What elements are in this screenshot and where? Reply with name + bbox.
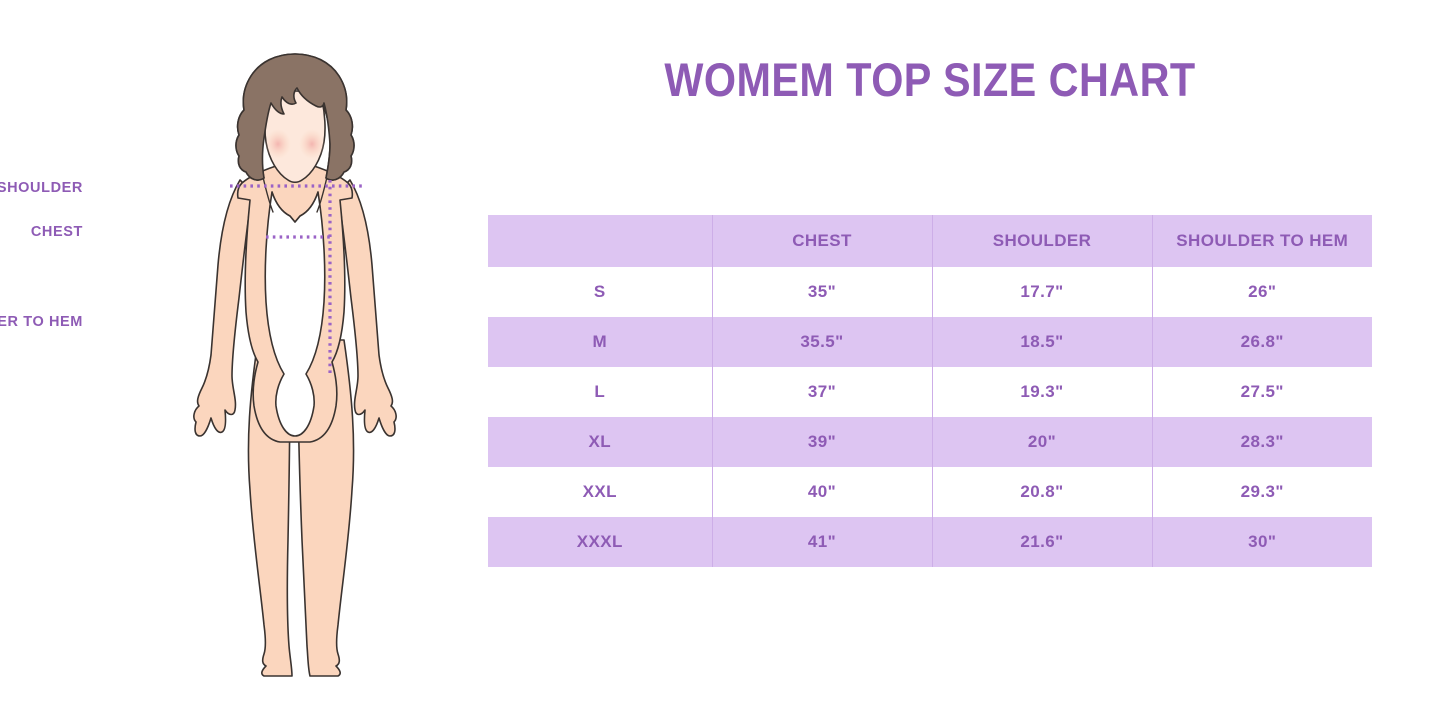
cell-shoulder-to-hem: 26.8" xyxy=(1151,317,1372,367)
cell-shoulder: 20.8" xyxy=(931,467,1152,517)
table-row: M 35.5" 18.5" 26.8" xyxy=(488,317,1372,367)
size-chart-table: CHEST SHOULDER SHOULDER TO HEM S 35" 17.… xyxy=(488,215,1372,567)
table-body: S 35" 17.7" 26" M 35.5" 18.5" 26.8" L 37… xyxy=(488,267,1372,567)
cell-shoulder-to-hem: 30" xyxy=(1151,517,1372,567)
cell-size: L xyxy=(594,382,606,401)
cell-chest: 41" xyxy=(711,517,932,567)
column-header-chest: CHEST xyxy=(711,215,932,267)
cell-size: XL xyxy=(588,432,612,451)
table-row: L 37" 19.3" 27.5" xyxy=(488,367,1372,417)
left-blush xyxy=(265,129,291,159)
hair-fringe xyxy=(235,53,355,181)
table-row: XXL 40" 20.8" 29.3" xyxy=(488,467,1372,517)
cell-size: XXL xyxy=(582,482,617,501)
right-strap xyxy=(316,176,328,213)
cell-shoulder-to-hem: 26" xyxy=(1151,267,1372,317)
cell-shoulder: 19.3" xyxy=(931,367,1152,417)
female-body-illustration xyxy=(180,40,410,690)
left-arm xyxy=(193,179,253,437)
cell-shoulder-to-hem: 28.3" xyxy=(1151,417,1372,467)
table-header-row: CHEST SHOULDER SHOULDER TO HEM xyxy=(488,215,1372,267)
column-header-size xyxy=(488,215,712,267)
right-blush xyxy=(299,129,325,159)
cell-chest: 37" xyxy=(711,367,932,417)
column-header-shoulder-to-hem: SHOULDER TO HEM xyxy=(1151,215,1372,267)
cell-shoulder: 20" xyxy=(931,417,1152,467)
cell-size: M xyxy=(592,332,608,351)
cell-shoulder: 18.5" xyxy=(931,317,1152,367)
label-chest: CHEST xyxy=(30,224,83,240)
cell-shoulder: 17.7" xyxy=(931,267,1152,317)
column-header-shoulder: SHOULDER xyxy=(931,215,1152,267)
cell-chest: 35" xyxy=(711,267,932,317)
left-strap xyxy=(262,176,274,213)
table-row: S 35" 17.7" 26" xyxy=(488,267,1372,317)
cell-size: S xyxy=(593,282,606,301)
cell-chest: 35.5" xyxy=(711,317,932,367)
table-row: XL 39" 20" 28.3" xyxy=(488,417,1372,467)
table-header: CHEST SHOULDER SHOULDER TO HEM xyxy=(488,215,1372,267)
page-title: WOMEM TOP SIZE CHART xyxy=(664,53,1196,106)
cell-shoulder: 21.6" xyxy=(931,517,1152,567)
cell-shoulder-to-hem: 27.5" xyxy=(1151,367,1372,417)
cell-size: XXXL xyxy=(576,532,623,551)
table-row: XXXL 41" 21.6" 30" xyxy=(488,517,1372,567)
cell-shoulder-to-hem: 29.3" xyxy=(1151,467,1372,517)
label-shoulder: SHOULDER xyxy=(0,180,83,196)
cell-chest: 39" xyxy=(711,417,932,467)
right-arm xyxy=(337,179,397,437)
neckline xyxy=(271,191,319,223)
label-shoulder-to-hem: SHOULDER TO HEM xyxy=(0,314,83,330)
cell-chest: 40" xyxy=(711,467,932,517)
